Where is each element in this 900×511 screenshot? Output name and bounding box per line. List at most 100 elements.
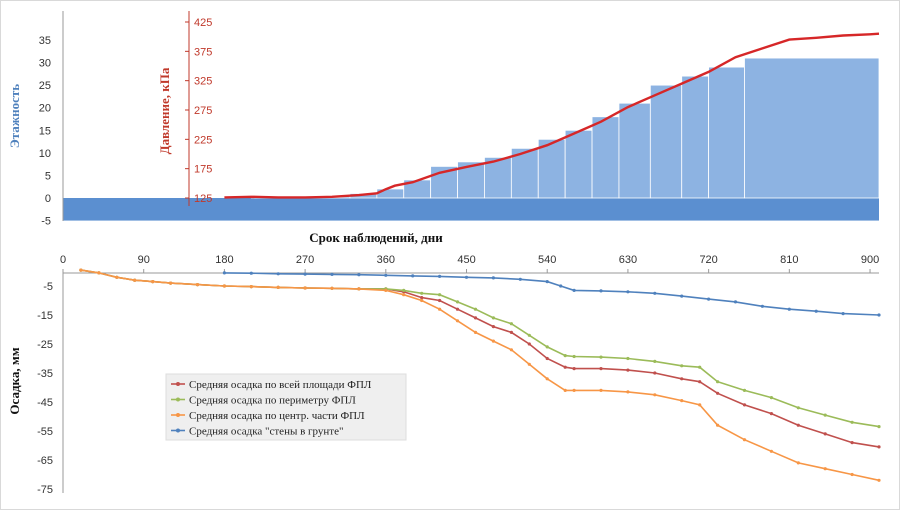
legend-label-2: Средняя осадка по центр. части ФПЛ [189, 410, 365, 422]
floors-bar-12 [591, 116, 620, 199]
floors-tick-label: 20 [39, 103, 51, 115]
floors-bar-9 [510, 147, 539, 199]
settlement-series-2-point [438, 307, 442, 311]
legend-label-3: Средняя осадка "стены в грунте" [189, 426, 343, 438]
x-tick-label: 900 [861, 254, 879, 266]
floors-tick-label: 0 [45, 193, 51, 205]
floors-bar-17 [744, 57, 880, 199]
settlement-series-2-point [742, 438, 747, 442]
settlement-tick-label: -55 [37, 426, 53, 438]
settlement-series-1-point [680, 364, 684, 368]
floors-tick-label: 15 [39, 125, 51, 137]
settlement-series-3-point [841, 312, 845, 316]
x-tick-label: 720 [699, 254, 717, 266]
floors-bar-8 [484, 156, 512, 199]
settlement-plot: -5 -15 -25 -35 -45 -55 -65 -75 [37, 268, 881, 496]
x-tick-label: 810 [780, 254, 798, 266]
settlement-series-0-point [509, 330, 513, 334]
settlement-series-1-point [653, 359, 657, 363]
settlement-series-1-point [626, 356, 630, 361]
legend-marker-3 [176, 428, 180, 433]
settlement-series-3-point [303, 272, 307, 276]
settlement-tick-label: -25 [37, 339, 53, 351]
pressure-tick-label: 175 [194, 164, 212, 176]
legend-marker-2 [176, 413, 180, 417]
settlement-series-3-point [222, 271, 226, 275]
settlement-series-0-point [626, 368, 630, 372]
settlement-series-1-point [473, 307, 478, 311]
x-axis-title: Срок наблюдений, дни [309, 230, 443, 245]
legend-label-0: Средняя осадка по всей площади ФПЛ [189, 379, 372, 391]
settlement-series-3-point [787, 307, 791, 311]
x-axis: 0 90 180 270 360 450 540 630 720 810 900 [60, 254, 879, 274]
settlement-series-3-point [626, 290, 630, 294]
floors-bar-10 [537, 138, 566, 199]
x-tick-label: 0 [60, 254, 66, 266]
settlement-series-2-point [527, 362, 531, 366]
settlement-series-2-point [796, 461, 800, 465]
settlement-series-2-point [402, 293, 406, 297]
settlement-series-3-point [411, 274, 415, 278]
pressure-line [224, 32, 880, 199]
settlement-series-2-point [473, 330, 478, 334]
settlement-series-3-point [733, 300, 738, 304]
settlement-series-2-point [563, 388, 567, 392]
settlement-series-2-point [877, 478, 881, 482]
settlement-series-2-point [626, 390, 630, 394]
legend-marker-0 [176, 382, 180, 386]
pressure-tick-label: 425 [194, 17, 212, 29]
legend-box [165, 373, 407, 441]
settlement-series-2-point [850, 472, 854, 477]
settlement-series-2-point [249, 285, 253, 289]
floors-tick-label: -5 [41, 216, 51, 228]
settlement-series-2-point [769, 449, 774, 453]
legend-label-1: Средняя осадка по периметру ФПЛ [189, 395, 356, 407]
floors-bar-11 [564, 129, 593, 199]
settlement-series-0-point [527, 342, 531, 346]
settlement-series-1-point [420, 291, 424, 295]
settlement-series-3-point [249, 271, 253, 275]
settlement-series-2-point [195, 283, 200, 287]
settlement-series-1-point [823, 413, 827, 417]
settlement-series-2-point [823, 467, 827, 471]
settlement-series-3-point [518, 277, 522, 281]
settlement-series-1-point [491, 316, 495, 320]
settlement-series-2-point [384, 288, 388, 292]
pressure-tick-label: 375 [194, 46, 212, 58]
floors-bar-14 [649, 84, 683, 199]
floors-axis-title: Этажность [7, 84, 22, 148]
settlement-series-3-point [545, 280, 549, 284]
pressure-tick-label: 325 [194, 76, 212, 88]
legend: Средняя осадка по всей площади ФПЛ Средня… [165, 373, 407, 441]
settlement-tick-label: -45 [37, 397, 53, 409]
settlement-series-1-point [455, 300, 460, 304]
settlement-series-3-point [438, 274, 442, 278]
settlement-tick-label: -5 [43, 281, 53, 293]
x-tick-label: 270 [296, 254, 314, 266]
settlement-series-2-point [115, 275, 119, 279]
settlement-series-2-point [545, 377, 549, 381]
x-tick-label: 360 [377, 254, 395, 266]
settlement-series-2-point [698, 403, 702, 407]
floors-bar-13 [618, 102, 651, 199]
settlement-series-0-point [473, 316, 478, 320]
settlement-series-2-point [509, 348, 513, 352]
settlement-series-3-point [491, 276, 495, 280]
floors-tick-label: 10 [39, 148, 51, 160]
settlement-series-2-point [303, 286, 307, 290]
settlement-series-3-point [877, 313, 881, 317]
settlement-series-2-point [133, 278, 137, 282]
settlement-series-0-point [716, 391, 720, 395]
settlement-series-3-point [384, 273, 388, 277]
settlement-series-0-point [599, 367, 603, 371]
settlement-series-2-point [716, 423, 720, 427]
settlement-series-1-point [527, 333, 531, 337]
settlement-series-0-point [769, 412, 774, 416]
settlement-series-3-point [653, 291, 657, 295]
settlement-series-1-point [850, 420, 854, 424]
settlement-series-3-point [680, 294, 684, 298]
settlement-tick-label: -35 [37, 368, 53, 380]
settlement-series-1-point [716, 380, 720, 384]
settlement-series-0-point [563, 365, 567, 369]
